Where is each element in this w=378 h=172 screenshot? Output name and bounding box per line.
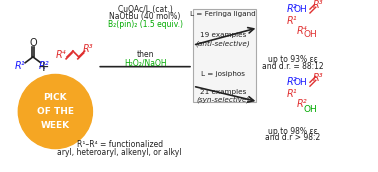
Text: R³: R³	[82, 44, 93, 54]
Text: (syn-selective): (syn-selective)	[197, 96, 250, 103]
Text: WEEK: WEEK	[41, 121, 70, 130]
Text: OH: OH	[303, 30, 317, 39]
Text: (anti-selective): (anti-selective)	[196, 40, 251, 47]
Text: R³: R³	[313, 73, 323, 83]
Text: R²: R²	[297, 99, 307, 109]
Text: and d.r > 98:2: and d.r > 98:2	[265, 133, 320, 142]
Text: NaOtBu (40 mol%): NaOtBu (40 mol%)	[109, 12, 181, 21]
Text: R⁴: R⁴	[56, 50, 67, 60]
Text: R¹: R¹	[287, 89, 298, 99]
Text: OH: OH	[303, 105, 317, 114]
Text: R⁴: R⁴	[297, 26, 307, 36]
Text: then: then	[136, 50, 154, 60]
Text: L = Feringa ligand: L = Feringa ligand	[190, 11, 256, 17]
Circle shape	[18, 74, 93, 149]
Text: B₂(pin)₂ (1.5 equiv.): B₂(pin)₂ (1.5 equiv.)	[108, 20, 183, 29]
Text: up to 98% εε: up to 98% εε	[268, 127, 317, 136]
Text: and d.r. = 88:12: and d.r. = 88:12	[262, 62, 323, 71]
Text: R²: R²	[287, 77, 298, 87]
FancyBboxPatch shape	[193, 9, 256, 102]
Text: CuOAc/L (cat.): CuOAc/L (cat.)	[118, 5, 172, 14]
Text: R¹–R⁴ = functionalized: R¹–R⁴ = functionalized	[77, 140, 163, 149]
Text: R³: R³	[313, 0, 323, 10]
Text: O: O	[29, 38, 37, 48]
Text: +: +	[38, 60, 50, 74]
Text: H₂O₂/NaOH: H₂O₂/NaOH	[124, 58, 166, 67]
Text: PICK: PICK	[43, 93, 67, 102]
Text: up to 93% εε: up to 93% εε	[268, 55, 317, 64]
Text: L = josiphos: L = josiphos	[201, 71, 245, 77]
Text: R²: R²	[38, 61, 49, 71]
Text: R²: R²	[287, 4, 298, 14]
Text: OH: OH	[293, 78, 307, 87]
Text: 21 examples: 21 examples	[200, 89, 246, 95]
Text: OH: OH	[293, 5, 307, 14]
Text: 19 examples: 19 examples	[200, 33, 246, 39]
Text: aryl, heteroaryl, alkenyl, or alkyl: aryl, heteroaryl, alkenyl, or alkyl	[57, 148, 182, 157]
Text: OF THE: OF THE	[37, 107, 74, 116]
Text: R¹: R¹	[15, 61, 26, 71]
Text: R¹: R¹	[287, 16, 298, 26]
